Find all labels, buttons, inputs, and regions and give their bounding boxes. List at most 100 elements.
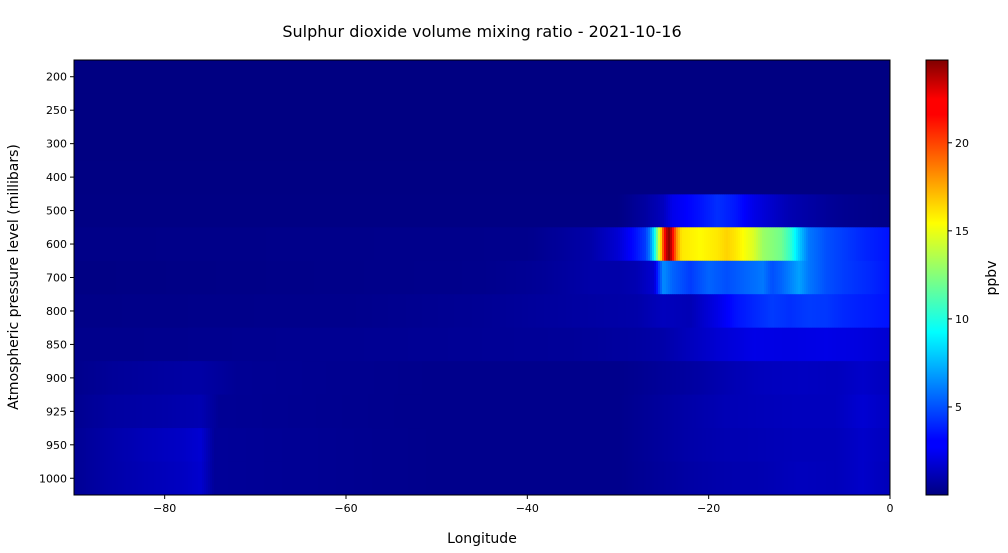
heatmap-cell [486,193,489,228]
heatmap-cell [820,260,823,295]
heatmap-cell [848,394,851,429]
heatmap-cell [766,294,769,329]
heatmap-cell [138,126,141,161]
heatmap-cell [376,361,379,396]
heatmap-cell [758,327,761,362]
heatmap-cell [314,361,317,396]
heatmap-cell [260,60,263,94]
heatmap-cell [266,327,269,362]
heatmap-cell [888,260,890,295]
heatmap-cell [210,394,213,429]
heatmap-cell [452,327,455,362]
heatmap-cell [316,394,319,429]
heatmap-cell [474,461,477,496]
heatmap-cell [822,93,825,128]
heatmap-cell [414,461,417,496]
heatmap-cell [94,461,97,496]
heatmap-cell [200,160,203,195]
heatmap-cell [204,394,207,429]
heatmap-cell [564,227,567,262]
heatmap-cell [566,227,569,262]
heatmap-cell [382,428,385,463]
heatmap-cell [790,461,793,496]
heatmap-cell [514,227,517,262]
heatmap-cell [188,361,191,396]
heatmap-cell [490,60,493,94]
heatmap-cell [818,428,821,463]
heatmap-cell [620,227,623,262]
heatmap-cell [560,361,563,396]
heatmap-cell [664,361,667,396]
heatmap-row-800 [74,294,890,329]
heatmap-cell [554,126,557,161]
heatmap-cell [464,93,467,128]
heatmap-cell [774,126,777,161]
heatmap-cell [648,461,651,496]
heatmap-cell [116,394,119,429]
heatmap-cell [312,93,315,128]
heatmap-cell [694,227,697,262]
heatmap-cell [412,227,415,262]
heatmap-cell [558,193,561,228]
heatmap-cell [146,126,149,161]
heatmap-cell [776,327,779,362]
heatmap-cell [794,327,797,362]
heatmap-cell [152,327,155,362]
heatmap-cell [254,294,257,329]
heatmap-cell [642,126,645,161]
heatmap-cell [866,193,869,228]
heatmap-cell [178,260,181,295]
heatmap-cell [354,394,357,429]
heatmap-cell [314,93,317,128]
heatmap-cell [862,60,865,94]
heatmap-cell [124,260,127,295]
heatmap-cell [166,394,169,429]
heatmap-cell [514,394,517,429]
heatmap-cell [134,461,137,496]
heatmap-cell [132,160,135,195]
heatmap-cell [492,394,495,429]
heatmap-cell [594,327,597,362]
heatmap-cell [532,327,535,362]
heatmap-cell [376,394,379,429]
heatmap-cell [846,327,849,362]
heatmap-cell [322,227,325,262]
heatmap-cell [410,428,413,463]
heatmap-cell [266,361,269,396]
heatmap-cell [620,294,623,329]
heatmap-cell [246,93,249,128]
heatmap-cell [792,361,795,396]
heatmap-cell [524,428,527,463]
heatmap-cell [86,361,89,396]
heatmap-cell [244,227,247,262]
heatmap-cell [654,227,657,262]
heatmap-cell [284,361,287,396]
heatmap-row-250 [74,93,890,128]
heatmap-cell [468,428,471,463]
heatmap-cell [626,260,629,295]
heatmap-cell [100,93,103,128]
heatmap-cell [272,260,275,295]
heatmap-cell [220,361,223,396]
heatmap-cell [108,227,111,262]
heatmap-cell [366,193,369,228]
heatmap-cell [466,126,469,161]
heatmap-cell [130,126,133,161]
heatmap-cell [350,294,353,329]
heatmap-cell [566,361,569,396]
heatmap-cell [446,428,449,463]
heatmap-cell [792,461,795,496]
heatmap-cell [794,93,797,128]
heatmap-cell [648,60,651,94]
heatmap-cell [504,327,507,362]
heatmap-cell [284,93,287,128]
heatmap-cell [332,260,335,295]
heatmap-cell [82,361,85,396]
heatmap-cell [600,260,603,295]
heatmap-cell [264,361,267,396]
heatmap-cell [452,227,455,262]
heatmap-cell [672,294,675,329]
heatmap-cell [756,327,759,362]
heatmap-cell [820,294,823,329]
heatmap-cell [572,260,575,295]
